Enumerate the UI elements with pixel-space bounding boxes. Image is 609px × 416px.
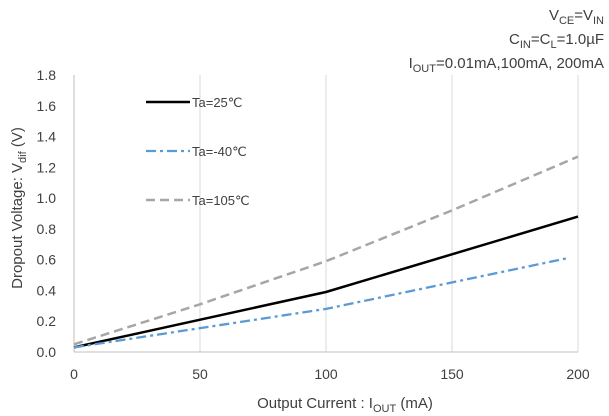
y-tick-label: 1.6 [37,98,57,114]
y-tick-label: 1.4 [37,129,57,145]
series-lines [73,155,579,349]
x-tick-label: 200 [566,366,590,382]
x-tick-label: 0 [70,366,78,382]
condition-capacitance: CIN=CL=1.0µF [509,31,604,51]
y-tick-label: 1.8 [37,67,57,83]
series-line-0 [73,215,579,349]
y-tick-label: 0.2 [37,313,57,329]
y-tick-label: 0.6 [37,252,57,268]
y-tick-label: 1.0 [37,190,57,206]
y-tick-label: 0.0 [37,344,57,360]
legend: Ta=25℃ Ta=-40℃ Ta=105℃ [146,95,250,208]
condition-iout: IOUT=0.01mA,100mA, 200mA [409,55,604,75]
legend-label-1: Ta=-40℃ [192,144,247,159]
y-tick-labels: 0.0 0.2 0.4 0.6 0.8 1.0 1.2 1.4 1.6 1.8 [37,67,57,360]
legend-label-2: Ta=105℃ [192,193,250,208]
y-tick-label: 0.8 [37,221,57,237]
y-tick-label: 0.4 [37,282,57,298]
x-tick-label: 150 [440,366,464,382]
x-axis-title: Output Current : IOUT (mA) [257,395,433,415]
condition-vce: VCE=VIN [549,7,604,27]
x-tick-label: 100 [314,366,338,382]
legend-label-0: Ta=25℃ [192,95,242,110]
x-tick-label: 50 [192,366,208,382]
y-axis-title: Dropout Voltage: Vdif (V) [9,127,29,289]
x-tick-labels: 0 50 100 150 200 [70,366,590,382]
series-line-1 [73,256,569,349]
gridlines [73,75,579,353]
y-tick-label: 1.2 [37,159,57,175]
series-line-2 [73,155,579,346]
